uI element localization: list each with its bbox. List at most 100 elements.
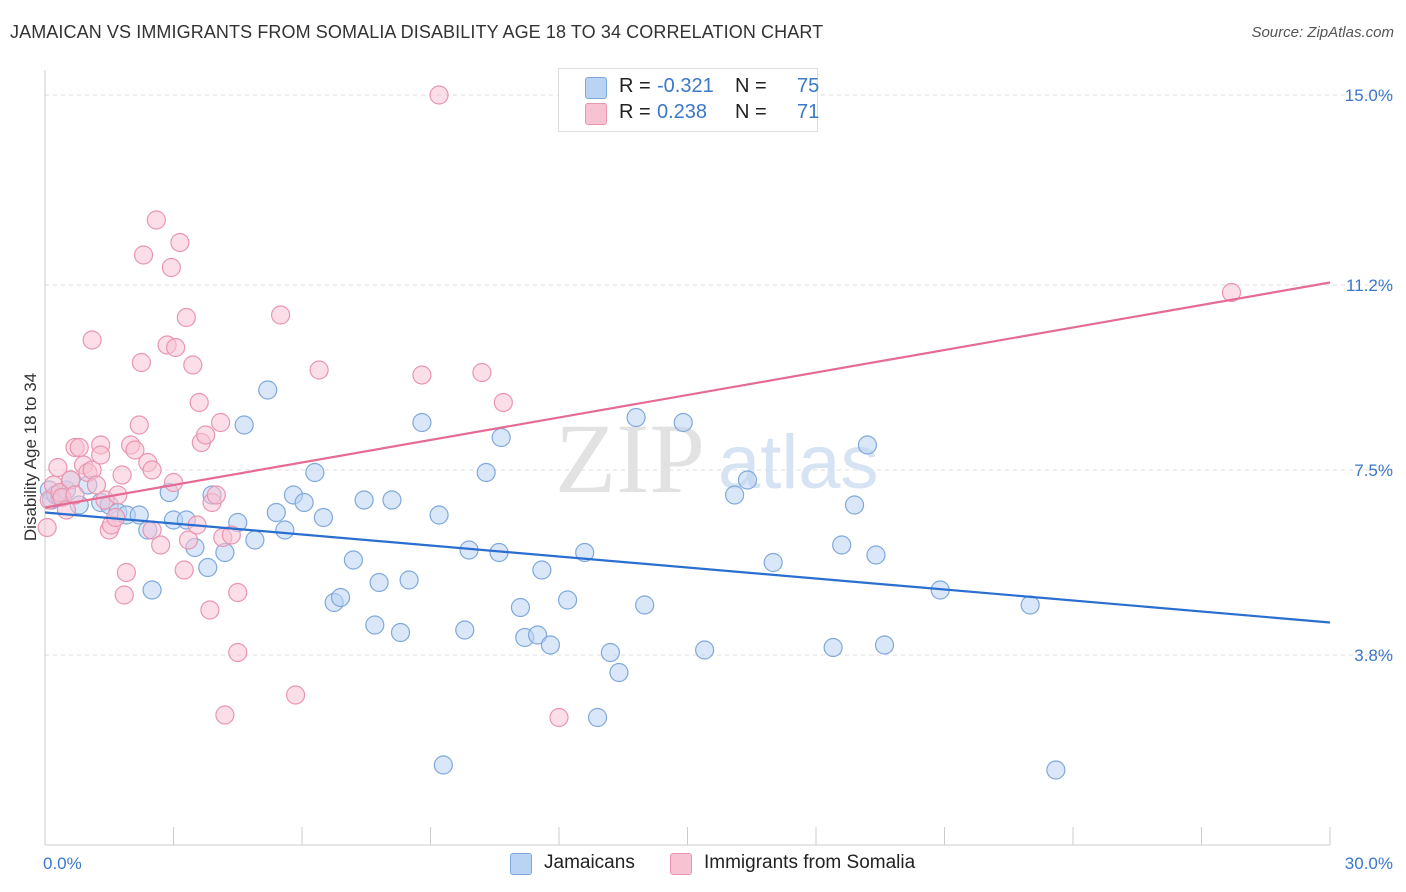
point-jamaicans [1020,595,1040,615]
trend-line-jamaicans [44,511,1331,624]
point-jamaicans [823,637,843,658]
point-somalia [196,425,216,445]
point-somalia [549,707,569,728]
point-somalia [163,472,184,493]
point-jamaicans [587,707,608,728]
point-jamaicans [763,552,783,573]
point-jamaicans [234,415,254,435]
point-jamaicans [844,495,865,515]
point-somalia [151,535,171,555]
point-somalia [65,485,85,505]
point-jamaicans [266,502,286,523]
legend-r-value: -0.321 [657,75,714,97]
point-somalia [189,392,209,413]
point-jamaicans [600,642,621,663]
point-jamaicans [390,622,411,643]
point-somalia [472,362,492,383]
stats-legend: R = -0.321 N = 75 R = 0.238 N = 71 [558,68,820,132]
point-jamaicans [142,580,162,600]
point-somalia [129,415,149,435]
point-jamaicans [527,625,548,645]
x-tick-label: 30.0% [1345,854,1393,873]
legend-r-label: R = [619,75,651,97]
point-somalia [91,445,111,465]
point-jamaicans [343,550,363,570]
chart-title: JAMAICAN VS IMMIGRANTS FROM SOMALIA DISA… [10,22,824,42]
point-jamaicans [294,492,314,513]
point-jamaicans [510,597,531,618]
legend-n-value: 75 [797,75,820,97]
scatter-points [37,85,1242,780]
point-somalia [176,307,196,328]
point-somalia [114,585,134,605]
trend-line-somalia [44,281,1331,509]
axes [44,70,1331,846]
point-somalia [493,392,513,413]
point-somalia [86,475,107,495]
point-jamaicans [305,462,325,483]
legend-n-label: N = [735,101,767,123]
point-jamaicans [365,615,385,635]
point-jamaicans [245,530,265,550]
point-somalia [206,485,226,505]
point-somalia [178,530,199,550]
y-axis-label: Disability Age 18 to 34 [21,373,40,541]
point-jamaicans [1046,760,1066,780]
point-jamaicans [369,572,389,593]
y-tick-label: 3.8% [1354,646,1393,665]
x-tick-label: 0.0% [43,854,82,873]
point-jamaicans [832,535,852,555]
point-jamaicans [557,590,578,610]
legend-r-value: 0.238 [657,101,708,123]
point-jamaicans [330,587,351,608]
point-jamaicans [258,380,278,400]
point-somalia [125,440,145,460]
point-somalia [228,642,248,663]
point-somalia [270,305,291,325]
point-jamaicans [399,570,419,590]
point-somalia [429,85,449,105]
point-somalia [146,210,166,230]
point-jamaicans [857,435,878,455]
point-jamaicans [626,407,646,428]
point-jamaicans [609,662,629,683]
point-jamaicans [433,755,453,775]
y-tick-label: 15.0% [1345,86,1393,105]
point-somalia [112,465,132,485]
point-jamaicans [673,412,693,433]
point-somalia [69,437,89,458]
point-somalia [221,525,241,545]
watermark: ZIP atlas [555,403,879,514]
point-somalia [48,457,68,478]
point-somalia [142,460,162,480]
point-somalia [37,517,57,538]
point-somalia [1221,282,1242,303]
y-tick-label: 7.5% [1354,461,1393,480]
point-jamaicans [575,542,595,563]
legend-n-value: 71 [797,101,820,123]
point-jamaicans [874,635,895,655]
point-jamaicans [532,560,552,580]
point-somalia [166,337,186,358]
legend-swatch-pink [585,103,607,125]
point-jamaicans [429,505,449,525]
point-jamaicans [725,485,745,505]
point-somalia [412,365,432,385]
point-somalia [200,600,220,620]
legend-n-label: N = [735,75,767,97]
legend-swatch-pink [670,853,692,875]
point-jamaicans [476,462,496,483]
point-jamaicans [695,640,715,660]
point-jamaicans [354,490,374,510]
point-jamaicans [540,635,561,655]
legend-label-somalia: Immigrants from Somalia [704,852,916,873]
trend-lines [44,281,1331,624]
point-jamaicans [737,470,758,490]
point-somalia [161,257,181,278]
point-somalia [211,412,231,433]
legend-swatch-blue [510,853,532,875]
point-jamaicans [455,620,475,640]
tick-labels: 3.8% 7.5% 11.2% 15.0% 0.0% 30.0% [43,86,1393,873]
point-somalia [215,705,235,725]
